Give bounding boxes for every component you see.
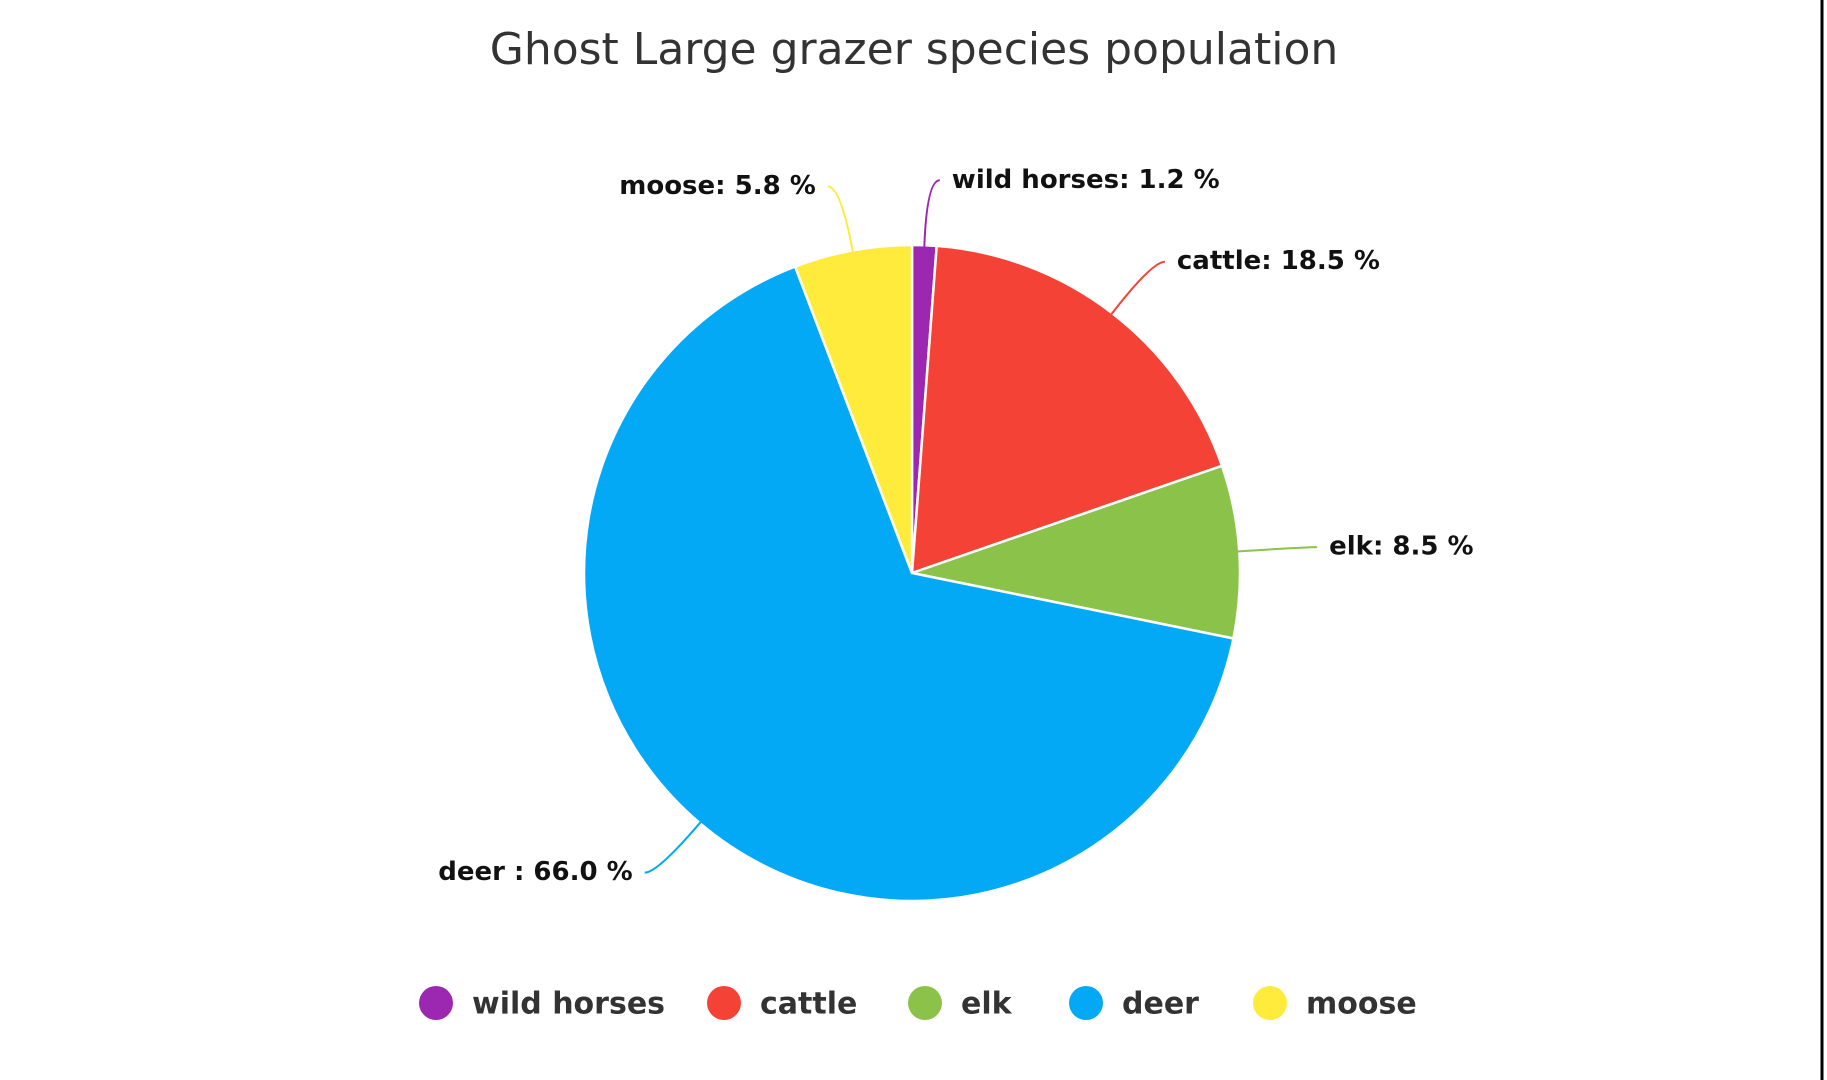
data-label: cattle: 18.5 % — [1177, 246, 1380, 276]
legend-label: moose — [1306, 987, 1417, 1022]
legend-label: deer — [1122, 987, 1199, 1022]
legend-marker — [908, 986, 942, 1020]
legend-label: cattle — [760, 987, 857, 1022]
data-label: elk: 8.5 % — [1329, 532, 1473, 562]
leader-line — [827, 185, 854, 253]
legend-marker — [419, 986, 453, 1020]
data-label: deer : 66.0 % — [438, 857, 632, 887]
legend-marker — [707, 986, 741, 1020]
data-label: wild horses: 1.2 % — [952, 165, 1220, 195]
leader-line — [644, 820, 702, 874]
legend-label: wild horses — [472, 987, 665, 1022]
legend-marker — [1069, 986, 1103, 1020]
legend-marker — [1253, 986, 1287, 1020]
leader-line — [1110, 260, 1166, 316]
leader-line — [923, 179, 941, 248]
legend-label: elk — [961, 987, 1013, 1022]
leader-line — [1237, 546, 1318, 553]
data-label: moose: 5.8 % — [619, 171, 816, 201]
chart-title: Ghost Large grazer species population — [490, 24, 1339, 75]
